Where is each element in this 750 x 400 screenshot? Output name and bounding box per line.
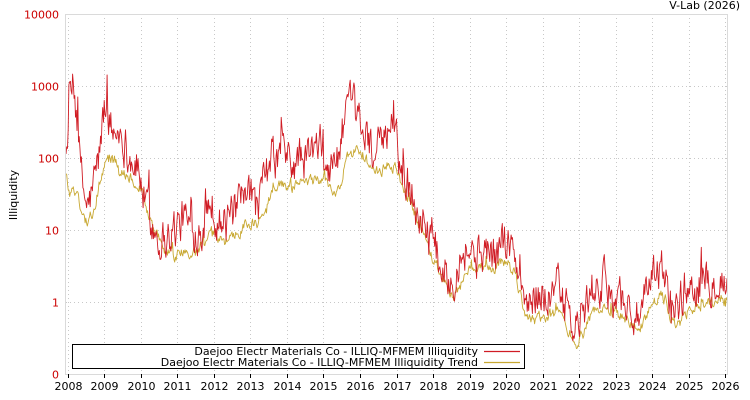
x-tick-label: 2016 — [347, 380, 375, 393]
x-axis: 2008 2009 2010 2011 2012 2013 2014 2015 2016 2017… — [55, 374, 740, 393]
y-tick-label: 10000 — [24, 9, 59, 22]
y-tick-label: 1 — [52, 297, 59, 310]
x-tick-label: 2026 — [712, 380, 740, 393]
x-tick-label: 2024 — [639, 380, 667, 393]
x-tick-label: 2010 — [128, 380, 156, 393]
y-axis-label: Illiquidity — [7, 169, 20, 220]
x-tick-label: 2023 — [603, 380, 631, 393]
x-tick-label: 2015 — [310, 380, 338, 393]
x-tick-label: 2013 — [237, 380, 265, 393]
legend-label-illiquidity: Daejoo Electr Materials Co - ILLIQ-MFMEM… — [194, 345, 478, 358]
y-tick-label: 0 — [52, 369, 59, 382]
y-tick-label: 100 — [38, 153, 59, 166]
illiquidity-series-line — [65, 73, 728, 342]
trend-series-line — [65, 145, 728, 350]
x-tick-label: 2018 — [420, 380, 448, 393]
x-tick-label: 2008 — [55, 380, 83, 393]
series-lines — [65, 73, 728, 350]
x-tick-label: 2025 — [676, 380, 704, 393]
x-tick-label: 2020 — [493, 380, 521, 393]
x-tick-label: 2022 — [566, 380, 594, 393]
x-tick-label: 2011 — [164, 380, 192, 393]
plot-frame — [65, 14, 728, 375]
y-tick-label: 1000 — [31, 81, 59, 94]
x-tick-label: 2021 — [530, 380, 558, 393]
x-tick-label: 2012 — [201, 380, 229, 393]
grid — [66, 14, 727, 375]
credit-label: V-Lab (2026) — [669, 0, 740, 12]
legend-box — [72, 344, 525, 369]
y-tick-label: 10 — [45, 225, 59, 238]
x-tick-label: 2019 — [457, 380, 485, 393]
legend-label-trend: Daejoo Electr Materials Co - ILLIQ-MFMEM… — [161, 356, 478, 369]
x-tick-label: 2009 — [91, 380, 119, 393]
legend: Daejoo Electr Materials Co - ILLIQ-MFMEM… — [72, 344, 525, 369]
x-tick-label: 2017 — [384, 380, 412, 393]
x-tick-label: 2014 — [274, 380, 302, 393]
